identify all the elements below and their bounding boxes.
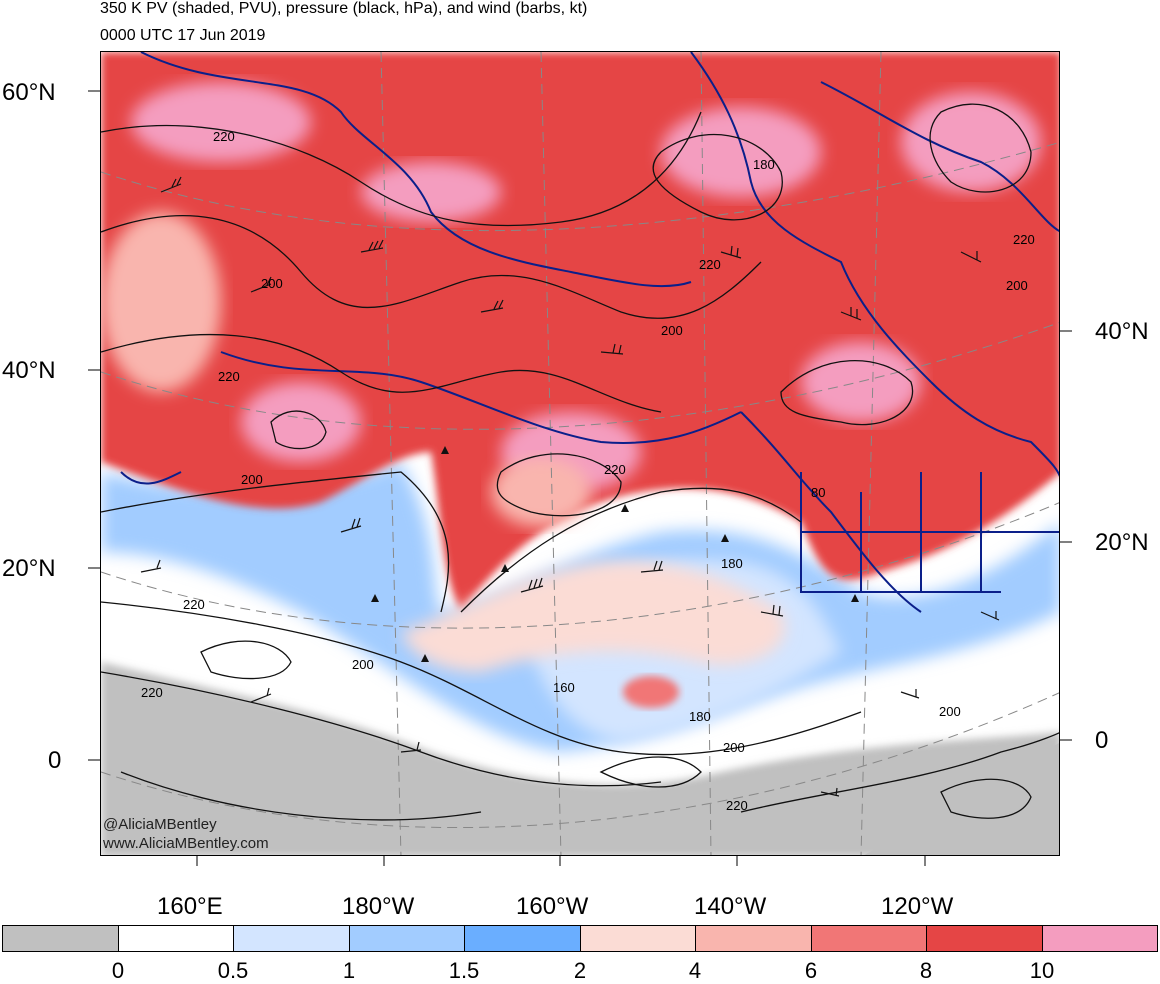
- pv-map-panel: 220 200 220 200 200 220 200 220 180 180 …: [100, 51, 1060, 856]
- pv-colorbar: [2, 925, 1158, 952]
- contour-label: 80: [811, 485, 826, 500]
- pv-max-blob-1: [131, 82, 311, 162]
- pv-gulf-lighter: [491, 457, 591, 527]
- contour-label: 200: [723, 740, 745, 755]
- contour-label: 220: [183, 597, 205, 612]
- colorbar-label: 1.5: [448, 958, 480, 983]
- lat-label-40n-right: 40°N: [1095, 318, 1149, 345]
- credit-website: www.AliciaMBentley.com: [103, 835, 269, 852]
- pv-fringe-salmon: [401, 561, 785, 672]
- contour-label: 180: [721, 556, 743, 571]
- colorbar-box-0-0.5: [118, 926, 234, 951]
- lat-label-0-right: 0: [1095, 727, 1109, 754]
- contour-label: 220: [213, 129, 235, 144]
- colorbar-box-gt10: [1042, 926, 1157, 951]
- colorbar-box-0.5-1: [234, 926, 350, 951]
- pv-max-blob-2: [361, 162, 501, 222]
- contour-label: 200: [261, 276, 283, 291]
- lon-label-160e: 160°E: [157, 893, 223, 920]
- pv-bering-lighter: [101, 212, 221, 392]
- contour-label: 180: [753, 157, 775, 172]
- pv-map-svg: [101, 52, 1059, 855]
- contour-label: 200: [661, 323, 683, 338]
- low-pv-southeast-corner: [864, 743, 1059, 855]
- map-datetime: 0000 UTC 17 Jun 2019: [100, 27, 266, 44]
- wind-pennants: [371, 446, 859, 662]
- high-pv-region-red: [101, 52, 1059, 612]
- pv-cutoff-low: [623, 676, 679, 708]
- colorbar-box-8-10: [927, 926, 1043, 951]
- colorbar-label: 4: [688, 958, 702, 983]
- contour-label: 160: [553, 680, 575, 695]
- pv-max-blob-5: [241, 382, 361, 462]
- colorbar-box-lt0: [3, 926, 119, 951]
- lat-label-20n-left: 20°N: [2, 555, 56, 582]
- colorbar-label: 6: [804, 958, 818, 983]
- lat-label-60n-left: 60°N: [2, 79, 56, 106]
- colorbar-label: 8: [919, 958, 933, 983]
- contour-label: 220: [141, 685, 163, 700]
- contour-label: 180: [689, 709, 711, 724]
- wind-barbs: [140, 176, 1000, 797]
- coastlines: [120, 52, 1059, 613]
- colorbar-box-6-8: [811, 926, 927, 951]
- colorbar-label: 0.5: [217, 958, 249, 983]
- contour-label: 220: [699, 257, 721, 272]
- colorbar-box-1-1.5: [349, 926, 465, 951]
- contour-label: 200: [352, 657, 374, 672]
- contour-label: 220: [1013, 232, 1035, 247]
- lat-label-20n-right: 20°N: [1095, 529, 1149, 556]
- colorbar-label: 0: [111, 958, 125, 983]
- credit-handle: @AliciaMBentley: [103, 816, 217, 833]
- colorbar-label: 10: [1029, 958, 1055, 983]
- lon-label-180w: 180°W: [342, 893, 415, 920]
- contour-label: 200: [1006, 278, 1028, 293]
- map-title: 350 K PV (shaded, PVU), pressure (black,…: [100, 0, 588, 17]
- low-pv-equatorial-band: [101, 662, 1059, 855]
- lat-label-0-left: 0: [48, 747, 62, 774]
- lon-label-160w: 160°W: [516, 893, 589, 920]
- colorbar-box-1.5-2: [465, 926, 581, 951]
- contour-label: 200: [939, 704, 961, 719]
- contour-label: 220: [218, 369, 240, 384]
- pv-max-blob-7: [801, 342, 921, 422]
- contour-label: 200: [241, 472, 263, 487]
- colorbar-label: 2: [573, 958, 587, 983]
- contour-label: 220: [726, 798, 748, 813]
- contour-label: 220: [604, 462, 626, 477]
- colorbar-box-2-4: [580, 926, 696, 951]
- lon-label-120w: 120°W: [881, 893, 954, 920]
- colorbar-box-4-6: [696, 926, 812, 951]
- colorbar-label: 1: [342, 958, 356, 983]
- lat-label-40n-left: 40°N: [2, 357, 56, 384]
- pressure-contours: [101, 103, 1059, 821]
- lon-label-140w: 140°W: [694, 893, 767, 920]
- credit-watermark: @AliciaMBentley www.AliciaMBentley.com: [103, 815, 269, 853]
- graticule: [101, 52, 1059, 855]
